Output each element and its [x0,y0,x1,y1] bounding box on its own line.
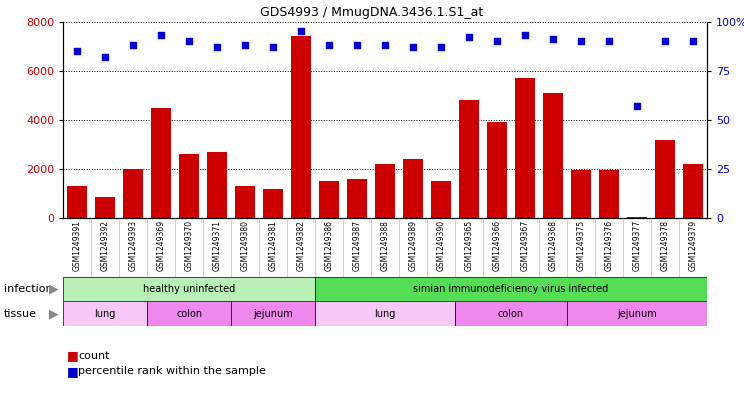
Point [379,42,391,48]
Text: GDS4993 / MmugDNA.3436.1.S1_at: GDS4993 / MmugDNA.3436.1.S1_at [260,6,484,19]
Point [127,42,139,48]
Bar [63,277,315,301]
Text: GSM1249366: GSM1249366 [493,220,501,271]
Text: jejunum: jejunum [253,309,293,319]
Bar [683,164,702,218]
Point [575,38,587,44]
Text: ▶: ▶ [49,283,58,296]
Point [155,32,167,39]
Text: healthy uninfected: healthy uninfected [143,284,235,294]
Text: GSM1249368: GSM1249368 [548,220,557,271]
Text: infection: infection [4,284,52,294]
Text: GSM1249389: GSM1249389 [408,220,417,271]
Bar [179,154,199,218]
Text: ■: ■ [67,365,79,378]
Bar [515,78,535,218]
Text: GSM1249371: GSM1249371 [213,220,222,271]
Text: jejunum: jejunum [617,309,657,319]
Point [351,42,363,48]
Bar [124,169,143,218]
Point [659,38,671,44]
Text: ▶: ▶ [49,307,58,320]
Text: lung: lung [374,309,396,319]
Bar [68,186,87,218]
Point [211,44,223,50]
Bar [235,186,255,218]
Bar [455,301,567,326]
Bar [95,197,115,218]
Text: colon: colon [176,309,202,319]
Text: GSM1249379: GSM1249379 [688,220,697,271]
Point [547,36,559,42]
Bar [543,93,562,218]
Text: GSM1249392: GSM1249392 [100,220,109,271]
Text: GSM1249365: GSM1249365 [464,220,473,271]
Point [631,103,643,109]
Point [519,32,531,39]
Text: tissue: tissue [4,309,36,319]
Text: GSM1249367: GSM1249367 [520,220,530,271]
Bar [63,301,147,326]
Point [71,48,83,54]
Bar [459,100,478,218]
Text: GSM1249376: GSM1249376 [604,220,613,271]
Point [407,44,419,50]
Point [435,44,447,50]
Text: GSM1249377: GSM1249377 [632,220,641,271]
Bar [571,170,591,218]
Text: colon: colon [498,309,524,319]
Bar [263,189,283,218]
Text: simian immunodeficiency virus infected: simian immunodeficiency virus infected [414,284,609,294]
Text: GSM1249391: GSM1249391 [73,220,82,271]
Point [323,42,335,48]
Text: GSM1249375: GSM1249375 [577,220,586,271]
Bar [432,181,451,218]
Text: GSM1249387: GSM1249387 [353,220,362,271]
Bar [567,301,707,326]
Text: GSM1249370: GSM1249370 [185,220,193,271]
Bar [375,164,395,218]
Text: ■: ■ [67,349,79,362]
Text: GSM1249390: GSM1249390 [437,220,446,271]
Bar [315,277,707,301]
Point [183,38,195,44]
Point [295,28,307,35]
Bar [627,217,647,218]
Bar [151,108,171,218]
Text: percentile rank within the sample: percentile rank within the sample [78,366,266,376]
Bar [231,301,315,326]
Text: GSM1249382: GSM1249382 [297,220,306,271]
Text: GSM1249381: GSM1249381 [269,220,278,271]
Bar [655,140,675,218]
Bar [487,122,507,218]
Text: count: count [78,351,109,361]
Point [603,38,615,44]
Bar [147,301,231,326]
Text: GSM1249380: GSM1249380 [240,220,250,271]
Bar [315,301,455,326]
Text: GSM1249369: GSM1249369 [157,220,166,271]
Bar [347,179,367,218]
Bar [208,152,227,218]
Point [267,44,279,50]
Point [491,38,503,44]
Text: GSM1249393: GSM1249393 [129,220,138,271]
Bar [319,181,339,218]
Point [463,34,475,40]
Bar [292,36,311,218]
Bar [403,159,423,218]
Text: GSM1249388: GSM1249388 [380,220,390,271]
Text: GSM1249386: GSM1249386 [324,220,333,271]
Text: GSM1249378: GSM1249378 [661,220,670,271]
Bar [599,170,619,218]
Text: lung: lung [94,309,116,319]
Point [99,54,111,60]
Point [687,38,699,44]
Point [239,42,251,48]
